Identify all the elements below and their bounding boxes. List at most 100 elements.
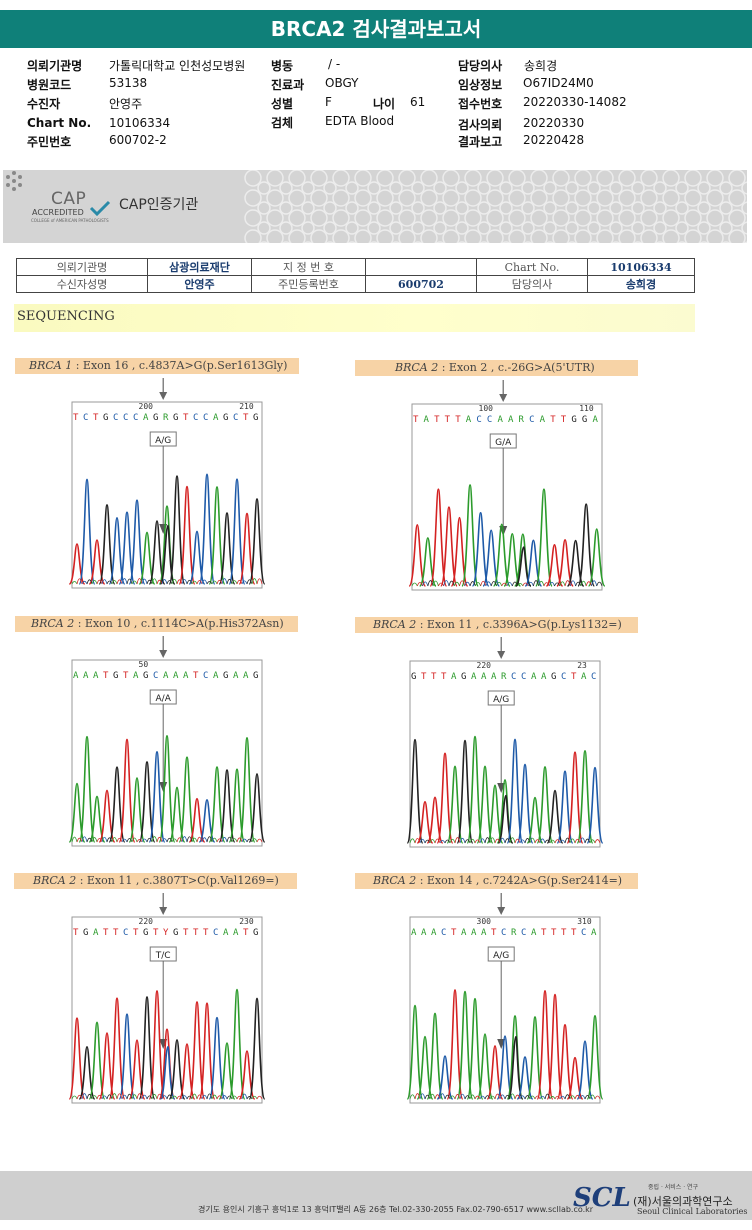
trace-peak	[577, 503, 596, 587]
trace-peaks	[68, 473, 266, 585]
base-call: A	[183, 671, 189, 681]
trace-noise	[251, 1095, 258, 1100]
trace-noise	[71, 1095, 78, 1100]
base-call: A	[411, 928, 417, 938]
base-call: A	[581, 672, 587, 682]
base-call: G	[173, 928, 178, 938]
trace-noise	[86, 837, 93, 843]
scl-name-english: Seoul Clinical Laboratories	[637, 1207, 748, 1216]
trace-peak	[476, 1033, 494, 1100]
base-call: A	[233, 671, 239, 681]
base-call: A	[93, 928, 99, 938]
trace-noise	[469, 581, 476, 587]
trace-noise	[231, 838, 238, 843]
base-call: A	[461, 928, 467, 938]
trace-noise	[241, 580, 248, 585]
trace-peak	[450, 516, 469, 587]
table-cell: 지 정 번 호	[251, 258, 366, 276]
base-call: A	[143, 413, 149, 423]
info-label: 검사의뢰	[458, 118, 503, 132]
trace-noise	[427, 580, 434, 587]
trace-noise	[236, 837, 243, 843]
cap-certified-label: CAP인증기관	[119, 197, 199, 213]
trace-peak	[88, 1021, 106, 1100]
trace-noise	[459, 1093, 466, 1100]
trace-noise	[141, 1094, 148, 1100]
trace-noise	[201, 837, 208, 843]
trace-peak	[446, 989, 464, 1100]
trace-noise	[519, 839, 526, 844]
trace-noise	[469, 1094, 476, 1100]
position-label: 200	[139, 402, 154, 411]
trace-peak	[248, 773, 266, 843]
trace-peak	[456, 739, 474, 844]
trace-noise	[529, 1095, 536, 1100]
trace-noise	[156, 836, 163, 843]
trace-noise	[191, 837, 198, 843]
trace-peak	[148, 990, 166, 1100]
trace-noise	[141, 838, 148, 843]
base-call: G	[582, 415, 587, 425]
info-label: 담당의사	[458, 59, 503, 73]
genotype-call: T/C	[155, 951, 171, 961]
trace-noise	[196, 580, 203, 585]
trace-noise	[569, 580, 576, 587]
trace-noise	[574, 1094, 581, 1100]
trace-noise	[216, 579, 223, 585]
trace-noise	[524, 1095, 531, 1100]
base-call: C	[487, 415, 492, 425]
base-call: C	[476, 415, 481, 425]
trace-noise	[106, 837, 113, 843]
trace-noise	[256, 578, 263, 585]
trace-peak	[168, 1039, 186, 1100]
base-call: G	[411, 672, 416, 682]
trace-noise	[414, 1093, 421, 1100]
base-call: C	[561, 672, 566, 682]
trace-noise	[419, 1093, 426, 1100]
trace-peak	[208, 1016, 226, 1100]
trace-peak	[503, 532, 522, 587]
base-call: A	[73, 671, 79, 681]
variant-desc: : Exon 11 , c.3396A>G(p.Lys1132=)	[416, 618, 622, 631]
base-call: A	[83, 671, 89, 681]
base-call: T	[193, 928, 199, 938]
trace-noise	[186, 579, 193, 585]
trace-noise	[91, 1095, 98, 1100]
base-call: A	[531, 928, 537, 938]
trace-peaks	[408, 484, 606, 587]
base-call: T	[455, 415, 461, 425]
trace-peak	[138, 761, 156, 843]
position-label: 210	[239, 402, 254, 411]
trace-noise	[201, 1094, 208, 1100]
trace-noise	[161, 579, 168, 585]
base-call: T	[123, 671, 129, 681]
table-cell: 10106334	[587, 258, 695, 276]
trace-noise	[509, 1093, 516, 1100]
trace-noise	[509, 837, 516, 844]
base-call: C	[441, 928, 446, 938]
info-label: 결과보고	[458, 135, 503, 149]
position-label: 110	[579, 404, 594, 413]
trace-noise	[101, 836, 108, 843]
info-label: 임상정보	[458, 78, 503, 92]
base-call: T	[571, 928, 577, 938]
base-call: C	[521, 672, 526, 682]
trace-noise	[131, 580, 138, 585]
trace-peak	[556, 1024, 574, 1100]
trace-noise	[236, 579, 243, 585]
trace-noise	[549, 839, 556, 844]
trace-noise	[489, 837, 496, 844]
base-call: A	[471, 928, 477, 938]
trace-peak	[586, 766, 604, 844]
trace-noise	[76, 578, 83, 585]
table-row: 의뢰기관명 삼광의료재단 지 정 번 호 Chart No. 10106334	[16, 258, 695, 276]
trace-noise	[131, 837, 138, 843]
base-call: C	[581, 928, 586, 938]
trace-peak	[535, 488, 553, 587]
trace-noise	[151, 836, 158, 843]
trace-noise	[574, 838, 581, 844]
trace-noise	[424, 1094, 431, 1100]
trace-noise	[443, 580, 450, 587]
scl-tagline: 중립 · 서비스 · 연구	[648, 1184, 699, 1191]
